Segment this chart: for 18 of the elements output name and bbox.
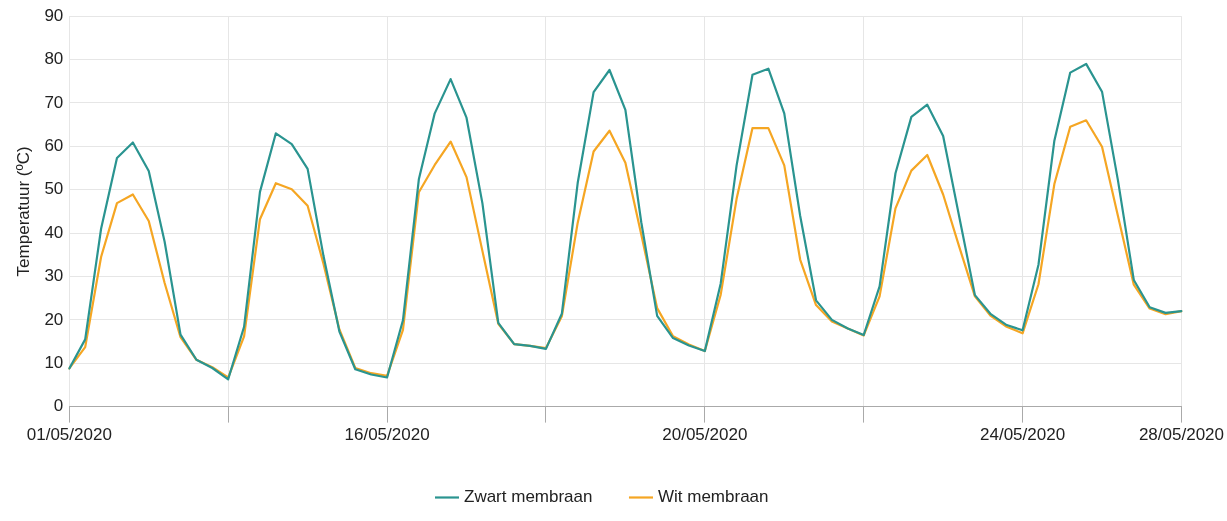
y-tick-label: 30 <box>44 266 64 286</box>
x-tick-label: 28/05/2020 <box>1138 425 1225 445</box>
legend-label: Zwart membraan <box>464 487 593 507</box>
y-tick-label: 40 <box>44 222 64 242</box>
x-tick-label: 01/05/2020 <box>26 425 112 445</box>
y-tick-label: 80 <box>44 49 64 69</box>
y-tick-label: 20 <box>44 309 64 329</box>
y-axis-title: Temperatuur (ºC) <box>13 146 33 277</box>
x-tick-label: 24/05/2020 <box>980 425 1066 445</box>
y-tick-label: 10 <box>44 352 64 372</box>
x-tick-label: 16/05/2020 <box>344 425 430 445</box>
y-tick-label: 60 <box>44 136 64 156</box>
y-tick-label: 50 <box>44 179 64 199</box>
y-tick-label: 0 <box>53 396 64 416</box>
x-tick-label: 20/05/2020 <box>662 425 748 445</box>
legend-label: Wit membraan <box>657 487 769 507</box>
y-tick-label: 70 <box>44 92 64 112</box>
y-tick-label: 90 <box>44 5 64 25</box>
